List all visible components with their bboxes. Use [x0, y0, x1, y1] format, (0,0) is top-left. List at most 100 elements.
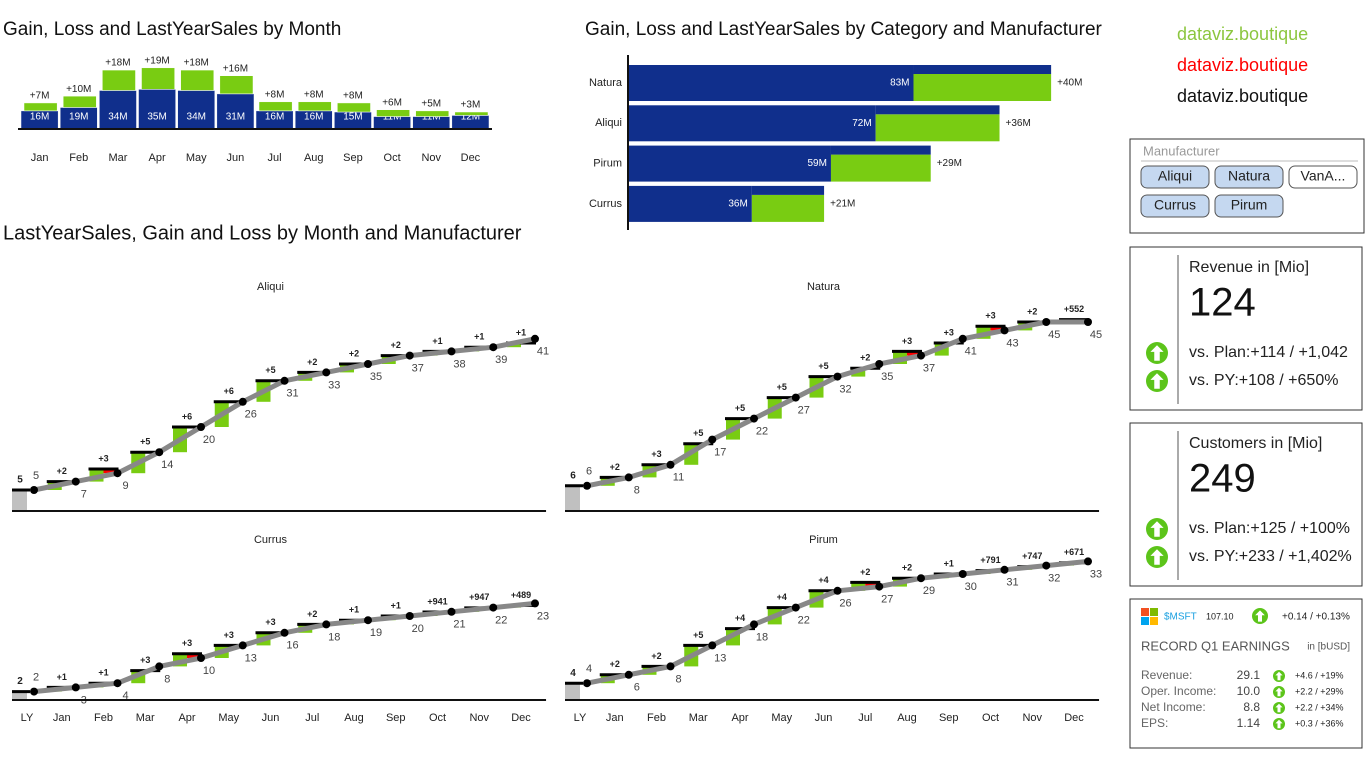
bar [628, 65, 914, 101]
total-label: 27 [798, 405, 810, 417]
total-label: 32 [1048, 573, 1060, 585]
total-label: 22 [756, 426, 768, 438]
stock-row-change: +4.6 / +19% [1295, 670, 1344, 680]
total-label: 33 [328, 379, 340, 391]
gain-label: +552 [1064, 304, 1084, 314]
total-label: 29 [923, 585, 935, 597]
up-arrow-glyph [1275, 703, 1283, 713]
kpi-row: vs. PY:+233 / +1,402% [1189, 548, 1352, 565]
bar [138, 89, 176, 130]
up-arrow-glyph [1150, 549, 1164, 565]
total-label: 9 [122, 480, 128, 492]
gain-label: +5 [693, 428, 703, 438]
slicer-button[interactable] [1288, 165, 1358, 189]
y-tick-label: Currus [589, 198, 623, 210]
slicer-item[interactable]: Natura [1228, 168, 1270, 184]
x-tick-label: Dec [1064, 712, 1084, 724]
slicer-item[interactable]: Aliqui [1158, 168, 1192, 184]
bar-cap [875, 105, 1000, 115]
total-dot [489, 343, 498, 352]
x-tick-label: Nov [1022, 712, 1042, 724]
total-label: 38 [453, 358, 465, 370]
gain-label: +4 [818, 575, 828, 585]
total-dot [447, 347, 456, 356]
loss-bar [907, 351, 921, 356]
gain-label: +5 [265, 365, 275, 375]
total-label: 31 [1006, 577, 1018, 589]
bar [376, 109, 410, 117]
total-label: 22 [798, 615, 810, 627]
total-label: 16 [286, 640, 298, 652]
bar [415, 110, 450, 117]
gain-label: +3 [985, 311, 995, 321]
up-arrow-glyph [1275, 671, 1283, 681]
total-label: 37 [412, 363, 424, 375]
slicer-button[interactable] [1140, 165, 1210, 189]
gain-label: +5 [735, 403, 745, 413]
total-dot [71, 477, 80, 486]
panel-title: Pirum [809, 534, 838, 546]
total-dot [1084, 318, 1092, 326]
total-dot [1084, 557, 1092, 566]
bar-value-label: +10M [66, 84, 91, 95]
logo-square [1141, 617, 1149, 625]
stock-row-value: 29.1 [1237, 668, 1261, 682]
gain-label: +2 [610, 462, 620, 472]
gain-label: +489 [511, 590, 531, 600]
x-tick-label: Jul [305, 712, 319, 724]
slicer-button[interactable] [1214, 194, 1284, 218]
total-label: 31 [286, 388, 298, 400]
logo-square [1150, 617, 1158, 625]
total-dot [833, 372, 842, 381]
bar [830, 154, 931, 182]
total-dot [238, 397, 247, 406]
bar-value-label: +8M [304, 89, 324, 100]
total-dot [875, 360, 884, 368]
slicer-item[interactable]: Currus [1154, 197, 1196, 213]
slicer-item[interactable]: Pirum [1231, 197, 1268, 213]
total-label: 20 [203, 434, 215, 446]
total-label: 8 [675, 673, 681, 685]
gain-label: +947 [469, 592, 489, 602]
total-label: 33 [1090, 568, 1102, 580]
total-dot [1000, 326, 1009, 335]
total-label: 27 [881, 594, 893, 606]
total-label: 41 [537, 346, 549, 358]
bar [337, 102, 371, 113]
bar [102, 69, 136, 91]
bar [141, 67, 175, 90]
gain-label: +2 [1027, 306, 1037, 316]
bar-value-label: 15M [343, 112, 362, 123]
base-label: 4 [570, 668, 576, 679]
bar-value-label: +29M [937, 158, 962, 169]
loss-bar [103, 469, 118, 474]
bar-value-label: 72M [852, 118, 871, 129]
gain-label: +1 [391, 600, 401, 610]
stock-row-label: Oper. Income: [1141, 684, 1216, 698]
gain-label: +2 [902, 563, 912, 573]
x-tick-label: Feb [69, 152, 88, 164]
base-label: 6 [570, 470, 576, 481]
x-tick-label: Dec [461, 152, 481, 164]
y-tick-label: Aliqui [595, 117, 622, 129]
slicer-item[interactable]: VanA... [1301, 168, 1346, 184]
total-label: 21 [453, 619, 465, 631]
bar [875, 114, 1000, 142]
gain-label: +2 [307, 609, 317, 619]
total-label: 6 [634, 682, 640, 694]
kpi-frame [1129, 246, 1363, 411]
stock-ticker: $MSFT [1164, 612, 1197, 623]
slicer-button[interactable] [1214, 165, 1284, 189]
stock-row-change: +2.2 / +34% [1295, 702, 1344, 712]
bar-value-label: +19M [144, 55, 169, 66]
bar-value-label: 35M [147, 112, 166, 123]
base-bar [565, 683, 580, 700]
x-tick-label: Aug [304, 152, 324, 164]
total-dot [1000, 565, 1009, 574]
gain-label: +2 [860, 567, 870, 577]
bar-value-label: 34M [108, 112, 127, 123]
gain-label: +3 [944, 327, 954, 337]
slicer-button[interactable] [1140, 194, 1210, 218]
stock-change: +0.14 / +0.13% [1282, 612, 1350, 623]
total-dot [364, 360, 372, 368]
